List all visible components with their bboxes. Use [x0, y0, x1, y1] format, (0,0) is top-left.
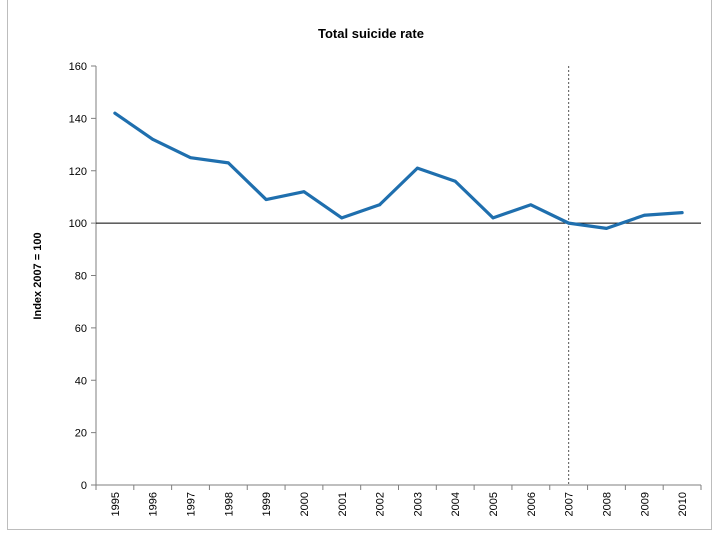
x-tick-label: 1995 [110, 492, 122, 516]
x-tick-label: 1998 [223, 492, 235, 516]
chart-frame: Total suicide rate Index 2007 = 100 0 20 4… [7, 0, 712, 530]
data-point [302, 190, 306, 194]
y-tick-label: 20 [75, 428, 87, 440]
x-tick-label: 2001 [337, 492, 349, 516]
data-point [340, 216, 344, 220]
x-tick-label: 2006 [526, 492, 538, 516]
data-point [189, 156, 192, 160]
x-tick-label: 2003 [412, 492, 424, 516]
x-tick-label: 2005 [488, 492, 500, 516]
plot-area: 0 20 40 60 80 100 120 140 160 1995 1996 1997 1998 199… [69, 61, 702, 516]
y-tick-label: 0 [81, 480, 87, 492]
data-point [151, 137, 155, 141]
y-tick-label: 140 [69, 113, 87, 125]
x-tick-label: 1996 [148, 492, 160, 516]
x-tick-label: 1999 [261, 492, 273, 516]
x-tick-label: 2009 [639, 492, 651, 516]
data-point [264, 198, 268, 201]
data-point [642, 213, 646, 217]
data-point [416, 166, 419, 170]
y-tick-label: 40 [75, 375, 87, 387]
y-tick-label: 100 [69, 218, 87, 230]
line-chart: Total suicide rate Index 2007 = 100 0 20 4… [32, 26, 702, 516]
x-tick-label: 2010 [677, 492, 689, 516]
y-tick-label: 60 [75, 323, 87, 335]
x-tick-label: 2004 [450, 492, 462, 516]
x-tick-label: 2007 [564, 492, 576, 516]
x-tick-label: 1997 [186, 492, 198, 516]
data-point [113, 111, 117, 115]
data-point [567, 221, 571, 225]
data-point [491, 216, 495, 220]
x-tick-label: 2002 [375, 492, 387, 516]
data-point [226, 161, 230, 165]
data-point [453, 179, 457, 183]
x-tick-label: 2000 [299, 492, 311, 516]
data-point [529, 203, 533, 207]
data-point [605, 226, 608, 230]
data-point [378, 203, 381, 207]
y-tick-label: 120 [69, 166, 87, 178]
chart-title: Total suicide rate [318, 26, 424, 41]
series-line [113, 111, 684, 230]
x-tick-label: 2008 [601, 492, 613, 516]
data-point [680, 211, 684, 215]
y-tick-label: 160 [69, 61, 87, 73]
y-axis-label: Index 2007 = 100 [32, 232, 44, 319]
y-tick-label: 80 [75, 271, 87, 283]
